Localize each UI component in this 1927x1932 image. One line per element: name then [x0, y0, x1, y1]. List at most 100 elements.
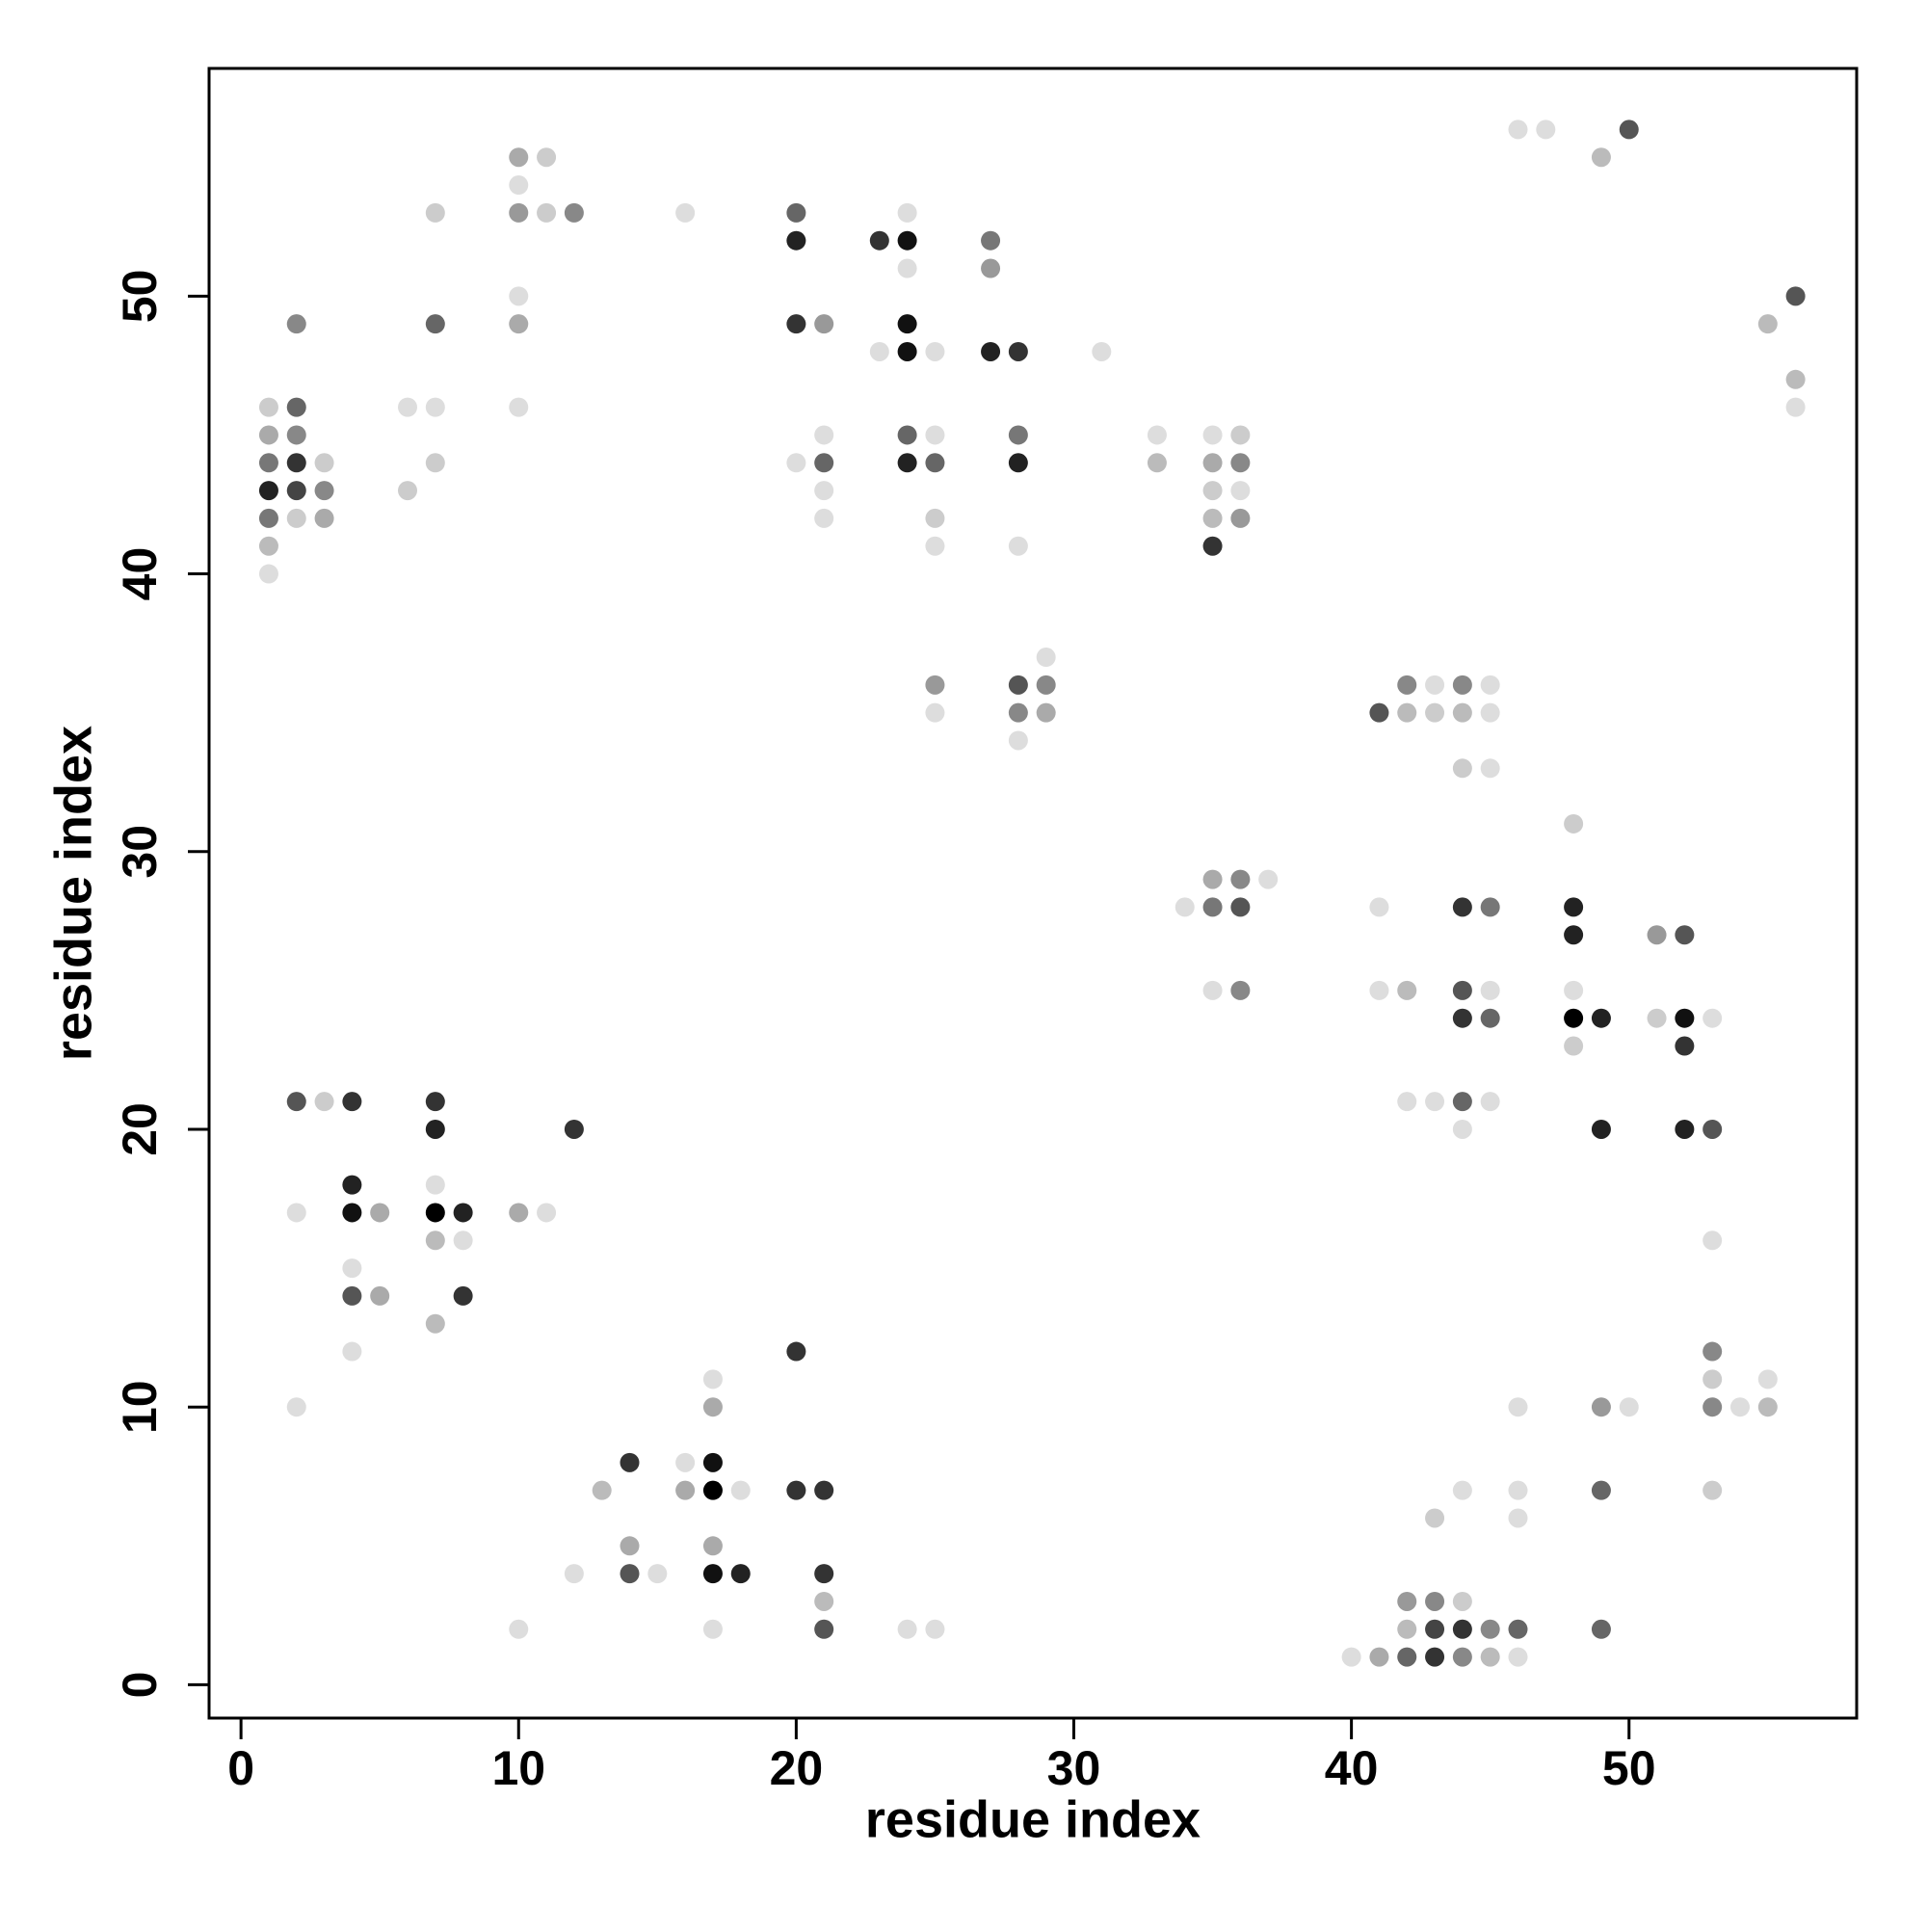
contact-point [1480, 675, 1500, 695]
contact-point [509, 147, 529, 168]
contact-point [1369, 980, 1389, 1000]
contact-point [620, 1536, 640, 1556]
contact-point [1202, 425, 1223, 445]
contact-point [1202, 481, 1223, 501]
contact-point [1703, 1231, 1723, 1251]
contact-point [342, 1203, 362, 1223]
contact-point [258, 536, 278, 556]
contact-point [425, 453, 445, 473]
contact-point [702, 1536, 723, 1556]
contact-point [509, 202, 529, 223]
contact-point [509, 286, 529, 306]
contact-point [1397, 1647, 1417, 1667]
contact-point [1452, 1480, 1472, 1500]
contact-point [1591, 1619, 1611, 1639]
contact-point [1564, 1008, 1584, 1028]
contact-point [1647, 1008, 1667, 1028]
contact-point [1008, 453, 1028, 473]
contact-point [1258, 869, 1279, 889]
contact-point [1480, 702, 1500, 723]
contact-point [786, 202, 806, 223]
contact-point [1508, 1397, 1528, 1417]
contact-point [592, 1480, 612, 1500]
contact-point [897, 425, 917, 445]
contact-point [342, 1341, 362, 1362]
contact-point [1425, 1647, 1445, 1667]
y-tick-label: 0 [113, 1672, 167, 1699]
contact-point [1369, 897, 1389, 917]
contact-point [1425, 1591, 1445, 1611]
contact-point [1703, 1369, 1723, 1389]
contact-point [370, 1285, 390, 1306]
contact-point [786, 314, 806, 334]
contact-point [869, 341, 889, 361]
contact-point [1675, 925, 1695, 945]
contact-point [1703, 1341, 1723, 1362]
contact-point [509, 175, 529, 196]
contact-point [1341, 1647, 1361, 1667]
y-tick-label: 30 [113, 825, 167, 879]
contact-point [1008, 425, 1028, 445]
contact-point [1619, 119, 1639, 140]
contact-point [814, 314, 834, 334]
contact-point [869, 230, 889, 251]
contact-point [1230, 980, 1251, 1000]
contact-point [425, 1313, 445, 1334]
contact-point [425, 1119, 445, 1139]
contact-point [1397, 702, 1417, 723]
contact-point [1452, 1619, 1472, 1639]
contact-point [702, 1480, 723, 1500]
contact-point [925, 425, 945, 445]
contact-point [1425, 1619, 1445, 1639]
contact-point [1425, 1092, 1445, 1112]
contact-point [786, 1480, 806, 1500]
contact-point [1508, 1480, 1528, 1500]
contact-point [897, 230, 917, 251]
contact-point [925, 453, 945, 473]
contact-point [286, 508, 306, 528]
contact-point [702, 1452, 723, 1472]
contact-point [509, 1203, 529, 1223]
contact-point [537, 202, 557, 223]
contact-point [1008, 536, 1028, 556]
contact-point [509, 1619, 529, 1639]
contact-point [1757, 1397, 1778, 1417]
contact-point [425, 314, 445, 334]
contact-point [258, 564, 278, 584]
contact-point [1425, 675, 1445, 695]
contact-point [370, 1203, 390, 1223]
contact-point [258, 481, 278, 501]
contact-point [314, 453, 334, 473]
contact-point [1202, 536, 1223, 556]
contact-point [425, 1203, 445, 1223]
contact-point [258, 508, 278, 528]
contact-point [564, 202, 584, 223]
contact-point [702, 1369, 723, 1389]
contact-point [1202, 897, 1223, 917]
contact-point [537, 147, 557, 168]
contact-point [1480, 1008, 1500, 1028]
contact-point [702, 1619, 723, 1639]
contact-point [1480, 897, 1500, 917]
y-axis-label: residue index [44, 726, 102, 1061]
contact-point [897, 258, 917, 278]
contact-point [1508, 1619, 1528, 1639]
contact-point [1591, 147, 1611, 168]
contact-point [258, 425, 278, 445]
contact-point [1675, 1119, 1695, 1139]
contact-point [286, 453, 306, 473]
contact-point [509, 314, 529, 334]
contact-point [453, 1231, 473, 1251]
contact-point [620, 1564, 640, 1584]
contact-point [342, 1285, 362, 1306]
contact-point [1008, 730, 1028, 751]
contact-point [286, 1397, 306, 1417]
contact-point [425, 1175, 445, 1195]
contact-point [675, 202, 696, 223]
contact-point [1036, 675, 1056, 695]
x-tick-label: 30 [1047, 1741, 1101, 1795]
contact-point [258, 453, 278, 473]
plot-frame [207, 66, 1859, 1720]
contact-point [702, 1397, 723, 1417]
contact-point [1036, 648, 1056, 668]
